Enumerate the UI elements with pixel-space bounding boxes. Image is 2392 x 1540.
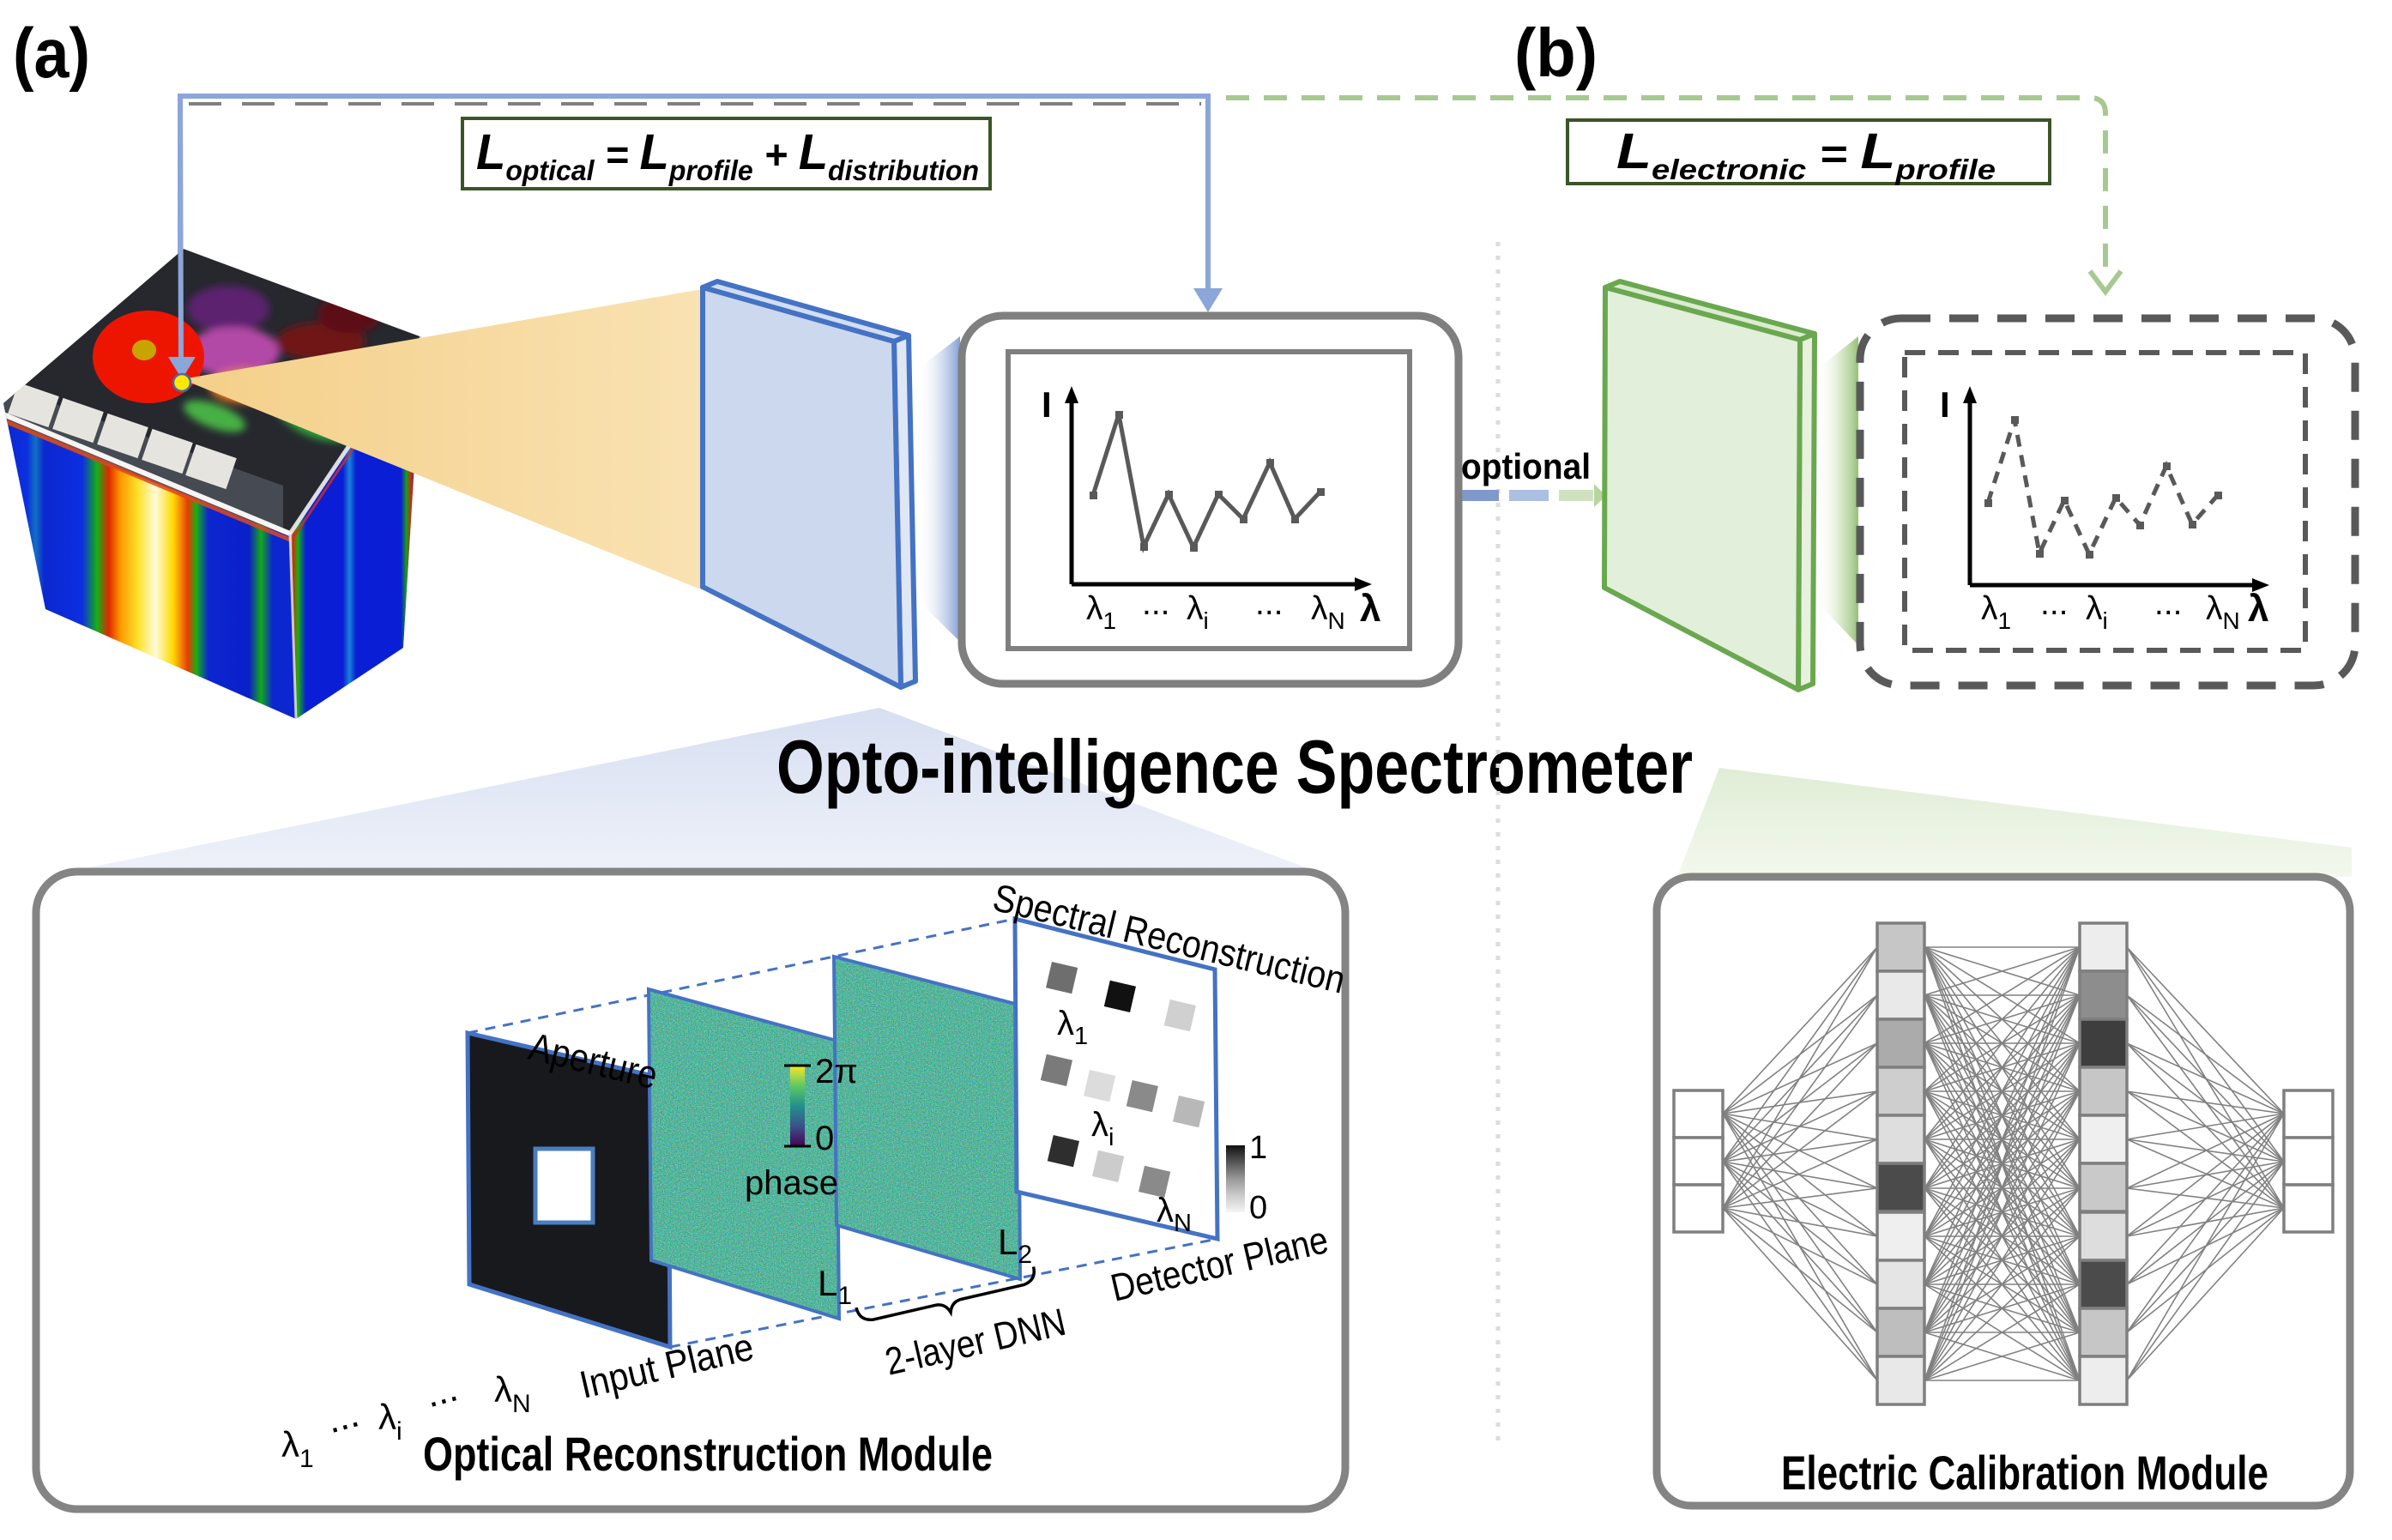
svg-text:Electric Calibration Module: Electric Calibration Module — [1781, 1446, 2268, 1500]
svg-text:λ: λ — [1360, 588, 1380, 630]
svg-text:λ: λ — [2248, 588, 2268, 630]
svg-text:λN: λN — [1311, 590, 1345, 634]
svg-text:0: 0 — [815, 1120, 834, 1157]
svg-text:...: ... — [1142, 585, 1170, 622]
svg-text:...: ... — [2154, 585, 2183, 622]
svg-text:2π: 2π — [815, 1053, 858, 1090]
svg-text:(a): (a) — [13, 15, 90, 93]
svg-text:phase: phase — [745, 1164, 838, 1202]
svg-text:L1: L1 — [818, 1263, 852, 1310]
svg-text:0: 0 — [1249, 1190, 1267, 1226]
svg-text:optional: optional — [1461, 446, 1591, 486]
svg-text:1: 1 — [1249, 1130, 1267, 1166]
svg-text:I: I — [1940, 384, 1950, 425]
svg-text:Optical Reconstruction Module: Optical Reconstruction Module — [423, 1427, 993, 1481]
svg-text:Opto-intelligence Spectrometer: Opto-intelligence Spectrometer — [776, 724, 1693, 809]
svg-text:...: ... — [1255, 585, 1284, 622]
svg-text:...: ... — [2040, 585, 2069, 622]
svg-text:(b): (b) — [1514, 15, 1598, 91]
svg-text:L2: L2 — [998, 1222, 1032, 1269]
svg-text:I: I — [1042, 384, 1052, 425]
